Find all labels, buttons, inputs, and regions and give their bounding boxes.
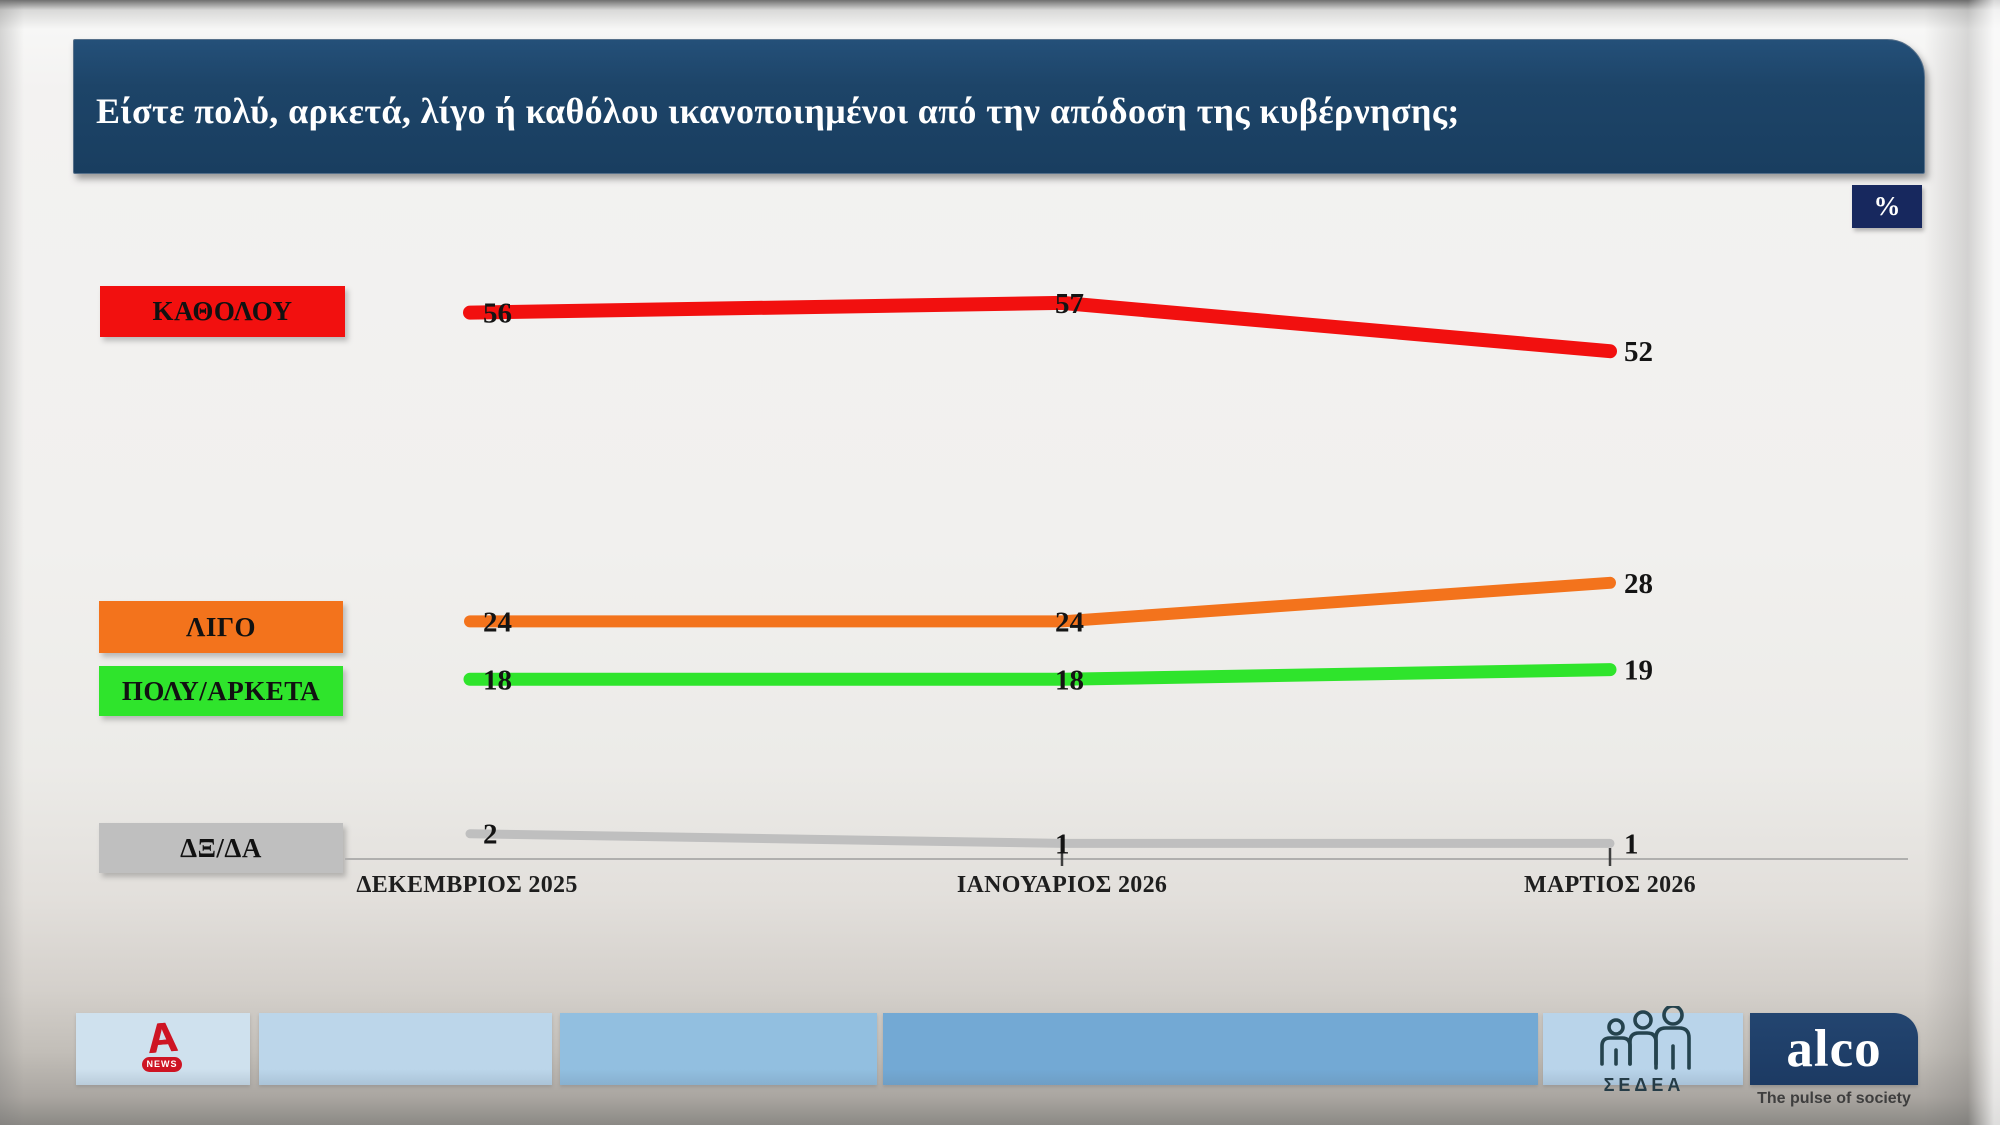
series-line-ligo <box>464 576 1616 628</box>
point-label-dx-da-1: 1 <box>1055 828 1070 860</box>
legend-item-poly-arketa: ΠΟΛΥ/ΑΡΚΕΤΑ <box>99 666 343 716</box>
footer-band-alpha: A NEWS <box>76 1013 250 1085</box>
sedea-logo: ΣΕΔΕΑ <box>1592 1004 1696 1095</box>
question-title: Είστε πολύ, αρκετά, λίγο ή καθόλου ικανο… <box>96 90 1460 131</box>
point-label-poly-arketa-2: 19 <box>1624 655 1653 687</box>
point-label-ligo-2: 28 <box>1624 568 1653 600</box>
question-header: Είστε πολύ, αρκετά, λίγο ή καθόλου ικανο… <box>73 39 1925 174</box>
sedea-people-icon <box>1600 1004 1691 1070</box>
x-axis-label-january-2026: ΙΑΝΟΥΑΡΙΟΣ 2026 <box>956 872 1168 898</box>
footer-band-3 <box>560 1013 877 1085</box>
point-label-ligo-0: 24 <box>483 606 512 638</box>
alco-logo: alco <box>1750 1013 1918 1085</box>
footer-band-2 <box>259 1013 552 1085</box>
series-line-dx-da <box>465 829 1615 848</box>
legend-item-dx-da: ΔΞ/ΔΑ <box>99 823 343 873</box>
point-label-katholou-0: 56 <box>483 298 512 330</box>
point-label-poly-arketa-1: 18 <box>1055 664 1084 696</box>
series-line-poly-arketa <box>463 663 1617 686</box>
point-label-ligo-1: 24 <box>1055 606 1084 638</box>
alco-label: alco <box>1786 1020 1882 1078</box>
series-line-katholou <box>463 295 1617 359</box>
x-axis-label-december-2025: ΔΕΚΕΜΒΡΙΟΣ 2025 <box>356 872 578 898</box>
alpha-news-pill: NEWS <box>142 1057 182 1072</box>
legend-item-ligo: ΛΙΓΟ <box>99 601 343 653</box>
footer-band-sedea <box>1543 1013 1743 1085</box>
point-label-katholou-2: 52 <box>1624 336 1653 368</box>
point-label-poly-arketa-0: 18 <box>483 664 512 696</box>
alpha-a-glyph: A <box>144 1012 180 1063</box>
point-label-dx-da-2: 1 <box>1624 828 1639 860</box>
x-axis-label-march-2026: ΜΑΡΤΙΟΣ 2026 <box>1524 872 1696 898</box>
sedea-label: ΣΕΔΕΑ <box>1603 1075 1685 1095</box>
point-label-dx-da-0: 2 <box>483 819 498 851</box>
legend-item-katholou: ΚΑΘΟΛΟΥ <box>100 286 345 337</box>
footer-band-4 <box>883 1013 1538 1085</box>
alco-tagline: The pulse of society <box>1757 1090 1911 1107</box>
alpha-news-logo: A NEWS <box>112 1013 212 1077</box>
percent-badge: % <box>1852 185 1922 228</box>
point-label-katholou-1: 57 <box>1055 288 1084 320</box>
